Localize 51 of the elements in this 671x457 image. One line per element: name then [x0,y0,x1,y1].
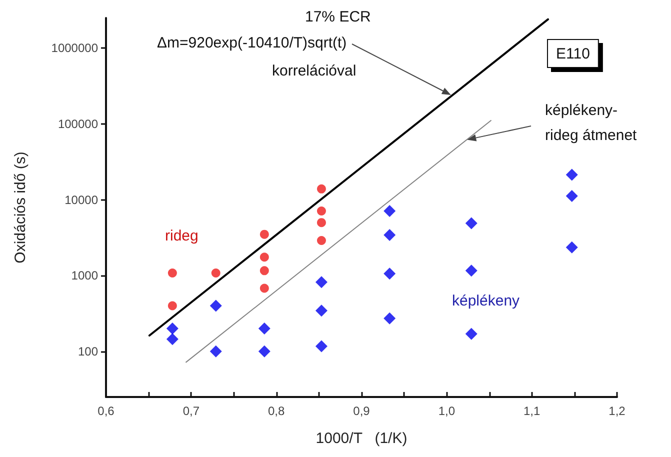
annotation: E110 [556,46,590,62]
point [258,322,270,335]
y-tick-label: 100 [78,344,98,358]
point [465,328,478,340]
annotation: képlékeny- rideg átmenet [545,102,638,144]
y-tick-label: 100000 [58,116,98,131]
x-tick-label: 0,6 [98,404,115,418]
point [258,345,270,358]
annotation: Δm=920exp(-10410/T)sqrt(t) [157,34,347,52]
point [384,312,396,324]
x-tick-label: 0,9 [353,404,370,418]
point [260,252,269,262]
point [168,268,177,278]
x-tick-label: 1,0 [438,404,456,418]
point [211,268,220,278]
y-tick-label: 10000 [64,192,98,207]
y-tick-label: 1000 [71,268,98,283]
y-tick-label: 1000000 [51,41,98,56]
point [316,236,326,246]
annotation: rideg [165,228,198,244]
point [166,333,178,346]
point [315,276,328,288]
annotation: korrelációval [272,62,356,80]
x-axis-title: 1000/T (1/K) [316,430,408,447]
point [210,300,222,312]
x-tick-label: 0,7 [182,404,200,418]
point [168,301,177,310]
y-axis-title: Oxidációs idő (s) [12,152,29,264]
annotation: 17% ECR [305,8,372,26]
point [465,264,478,277]
point [384,228,396,241]
point [316,206,326,216]
point [384,268,396,280]
x-tick-label: 1,1 [523,404,540,418]
point [566,168,578,181]
point [260,284,269,293]
point [316,218,326,228]
point [566,190,578,202]
point [315,340,328,352]
point [260,230,269,239]
point [566,241,578,254]
point [316,184,326,194]
point [465,217,478,230]
point [315,304,328,317]
x-tick-label: 0,8 [268,404,285,418]
x-tick-label: 1,2 [608,404,626,418]
point [260,266,269,276]
annotation: képlékeny [452,292,520,310]
point [210,345,222,358]
point [166,322,178,335]
point [384,205,396,218]
